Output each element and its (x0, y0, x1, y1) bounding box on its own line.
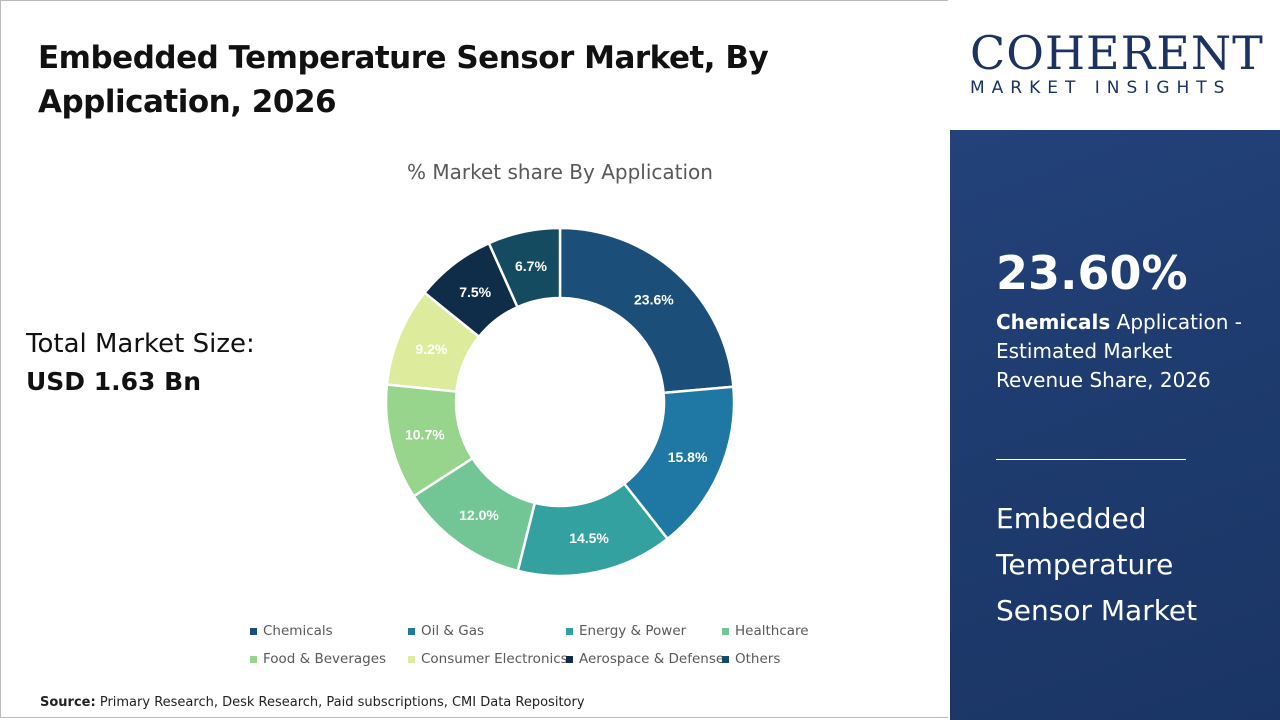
source-text: Primary Research, Desk Research, Paid su… (99, 695, 585, 710)
legend-swatch (250, 655, 257, 663)
legend-label: Oil & Gas (421, 623, 485, 639)
legend-label: Energy & Power (579, 623, 687, 639)
donut-chart: 23.6% 15.8% 14.5% 12.0% 10.7% 9.2% 7.5% 6.7% (384, 226, 736, 578)
logo-wordmark: COHERENT (970, 26, 1264, 80)
legend-swatch (566, 655, 573, 663)
legend-item: Others (722, 651, 780, 667)
total-label: Total Market Size: (26, 329, 255, 359)
legend-label: Consumer Electronics (421, 651, 568, 667)
source-label: Source: (40, 695, 96, 710)
legend-swatch (722, 655, 729, 663)
data-label: 15.8% (668, 449, 708, 465)
data-label: 7.5% (459, 284, 491, 300)
highlight-description: Chemicals Application - Estimated Market… (996, 308, 1256, 395)
data-label: 23.6% (634, 291, 674, 307)
donut-slice-chemicals (558, 226, 735, 395)
legend-item: Oil & Gas (408, 623, 484, 639)
page-title: Embedded Temperature Sensor Market, By A… (38, 40, 769, 120)
logo: COHERENT MARKET INSIGHTS (950, 0, 1280, 130)
data-label: 9.2% (415, 341, 447, 357)
legend-swatch (408, 627, 415, 635)
market-name: Embedded Temperature Sensor Market (996, 502, 1198, 627)
highlight-panel: 23.60% Chemicals Application - Estimated… (950, 130, 1280, 720)
logo-tagline: MARKET INSIGHTS (970, 78, 1232, 98)
source-note: Source: Primary Research, Desk Research,… (40, 695, 585, 710)
legend-item: Consumer Electronics (408, 651, 568, 667)
donut-slice-others (487, 226, 562, 309)
legend-item: Aerospace & Defense (566, 651, 724, 667)
total-market-size: Total Market Size: USD 1.63 Bn (26, 325, 255, 401)
legend-label: Others (735, 651, 781, 667)
divider (996, 459, 1186, 460)
data-label: 14.5% (569, 530, 609, 546)
legend-label: Healthcare (735, 623, 809, 639)
highlight-stat: 23.60% (996, 246, 1188, 300)
legend-item: Healthcare (722, 623, 809, 639)
total-value: USD 1.63 Bn (26, 367, 201, 396)
highlight-segment: Chemicals (996, 310, 1111, 334)
legend-swatch (722, 627, 729, 635)
legend-label: Food & Beverages (263, 651, 387, 667)
legend-item: Food & Beverages (250, 651, 386, 667)
legend-swatch (566, 627, 573, 635)
legend-item: Chemicals (250, 623, 333, 639)
data-label: 12.0% (459, 507, 499, 523)
legend-swatch (408, 655, 415, 663)
legend-label: Chemicals (263, 623, 333, 639)
chart-title: % Market share By Application (407, 160, 713, 184)
data-label: 10.7% (405, 426, 445, 442)
legend-item: Energy & Power (566, 623, 686, 639)
legend-label: Aerospace & Defense (579, 651, 725, 667)
highlight-desc-text: Application - Estimated Market Revenue S… (996, 310, 1242, 392)
slide-frame (0, 0, 948, 718)
data-label: 6.7% (515, 258, 547, 274)
legend-swatch (250, 627, 257, 635)
